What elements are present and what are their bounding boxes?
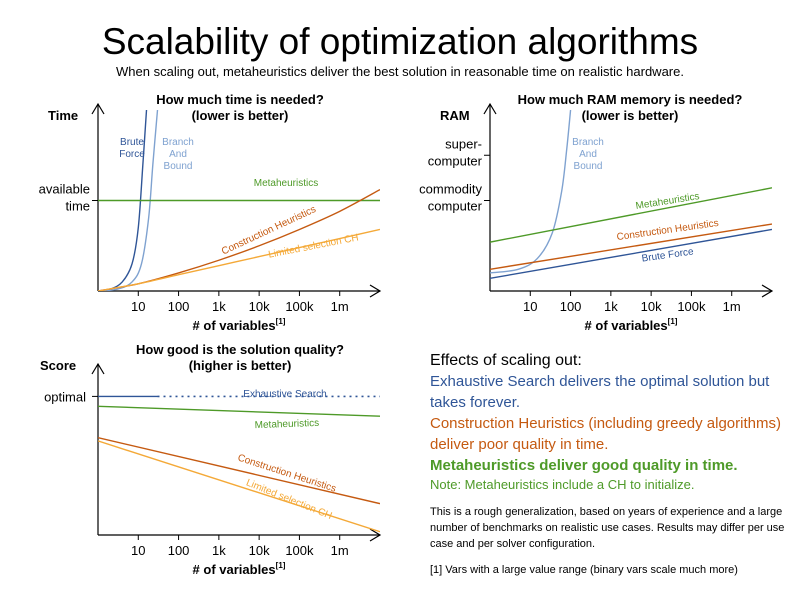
time-x-axis-arrow <box>369 284 382 298</box>
page-subtitle: When scaling out, metaheuristics deliver… <box>116 64 684 79</box>
ram-series-label-metaheuristics: Metaheuristics <box>635 191 700 212</box>
score-y-label: Score <box>40 358 76 373</box>
ram-y-tick-label: super- <box>445 136 482 151</box>
time-x-tick-label: 10 <box>131 299 145 314</box>
ram-title-line: (lower is better) <box>582 108 679 123</box>
ram-title-line: How much RAM memory is needed? <box>518 92 743 107</box>
ram-y-tick-label: computer <box>428 153 483 168</box>
ram-series-brute-force <box>490 228 772 280</box>
time-x-tick-label: 1k <box>212 299 226 314</box>
time-series-label-branch-and-bound: And <box>169 149 187 160</box>
time-series-label-brute-force: Brute <box>120 137 144 148</box>
score-x-tick-label: 1k <box>212 543 226 558</box>
ram-x-tick-label: 10k <box>641 299 662 314</box>
score-title-line: (higher is better) <box>189 358 292 373</box>
score-series-construction-heuristics <box>98 436 380 505</box>
ram-y-axis-arrow <box>483 102 497 115</box>
score-y-axis-arrow <box>91 362 105 375</box>
time-title-line: How much time is needed? <box>156 92 324 107</box>
ram-series-metaheuristics <box>490 187 772 243</box>
score-series-label-metaheuristics: Metaheuristics <box>255 418 320 431</box>
ram-x-label: # of variables[1] <box>585 317 678 333</box>
time-series-limited-selection-ch <box>98 228 380 291</box>
time-y-tick-label: time <box>65 199 90 214</box>
time-y-axis-arrow <box>91 102 105 115</box>
time-title-line: (lower is better) <box>192 108 289 123</box>
time-series-label-branch-and-bound: Bound <box>164 161 193 172</box>
ram-series-label-branch-and-bound: Branch <box>572 137 604 148</box>
ram-x-tick-label: 1k <box>604 299 618 314</box>
score-series-limited-selection-ch <box>98 440 380 533</box>
time-x-tick-label: 1m <box>331 299 349 314</box>
score-x-label-text: # of variables <box>193 562 276 577</box>
ram-x-label-sup: [1] <box>668 317 678 326</box>
ram-y-label: RAM <box>440 108 470 123</box>
score-x-tick-label: 100k <box>285 543 314 558</box>
ram-series-label-branch-and-bound: And <box>579 149 597 160</box>
time-y-label: Time <box>48 108 78 123</box>
score-x-label: # of variables[1] <box>193 561 286 577</box>
effects-exhaustive: Exhaustive Search delivers the optimal s… <box>430 373 770 411</box>
score-title-line: How good is the solution quality? <box>136 342 344 357</box>
effects-meta: Metaheuristics deliver good quality in t… <box>430 457 738 474</box>
time-series-label-brute-force: Force <box>119 149 145 160</box>
ram-series-label-brute-force: Brute Force <box>641 246 695 264</box>
time-y-tick-label: available <box>39 182 90 197</box>
time-x-label-sup: [1] <box>276 317 286 326</box>
time-series-branch-and-bound <box>98 109 159 291</box>
time-x-tick-label: 10k <box>249 299 270 314</box>
ram-series-branch-and-bound <box>490 109 572 274</box>
ram-x-tick-label: 1m <box>723 299 741 314</box>
ram-x-tick-label: 100 <box>560 299 582 314</box>
score-x-tick-label: 10k <box>249 543 270 558</box>
score-x-tick-label: 100 <box>168 543 190 558</box>
score-x-tick-label: 1m <box>331 543 349 558</box>
time-x-tick-label: 100k <box>285 299 314 314</box>
score-series-metaheuristics <box>98 405 380 417</box>
ram-y-tick-label: computer <box>428 199 483 214</box>
time-series-label-metaheuristics: Metaheuristics <box>254 178 318 189</box>
ram-x-tick-label: 10 <box>523 299 537 314</box>
effects-note: Note: Metaheuristics include a CH to ini… <box>430 477 695 492</box>
score-x-tick-label: 10 <box>131 543 145 558</box>
ram-series-label-branch-and-bound: Bound <box>574 161 603 172</box>
effects-panel: Effects of scaling out: Exhaustive Searc… <box>430 350 790 578</box>
ram-x-axis-arrow <box>761 284 774 298</box>
score-x-axis-arrow <box>369 528 382 542</box>
time-x-label: # of variables[1] <box>193 317 286 333</box>
ram-y-tick-label: commodity <box>419 182 482 197</box>
ram-x-tick-label: 100k <box>677 299 706 314</box>
time-x-tick-label: 100 <box>168 299 190 314</box>
effects-title: Effects of scaling out: <box>430 352 582 369</box>
ram-series-construction-heuristics <box>490 223 772 270</box>
score-series-label-exhaustive-search: Exhaustive Search <box>243 389 326 400</box>
ram-x-label-text: # of variables <box>585 318 668 333</box>
page-title: Scalability of optimization algorithms <box>101 21 699 62</box>
time-x-label-text: # of variables <box>193 318 276 333</box>
score-x-label-sup: [1] <box>276 561 286 570</box>
score-y-tick-label: optimal <box>44 389 86 404</box>
effects-rough: This is a rough generalization, based on… <box>430 506 785 550</box>
effects-footnote: [1] Vars with a large value range (binar… <box>430 564 738 576</box>
effects-construction: Construction Heuristics (including greed… <box>430 415 781 453</box>
time-series-label-branch-and-bound: Branch <box>162 137 194 148</box>
ram-series-label-construction-heuristics: Construction Heuristics <box>616 218 719 243</box>
